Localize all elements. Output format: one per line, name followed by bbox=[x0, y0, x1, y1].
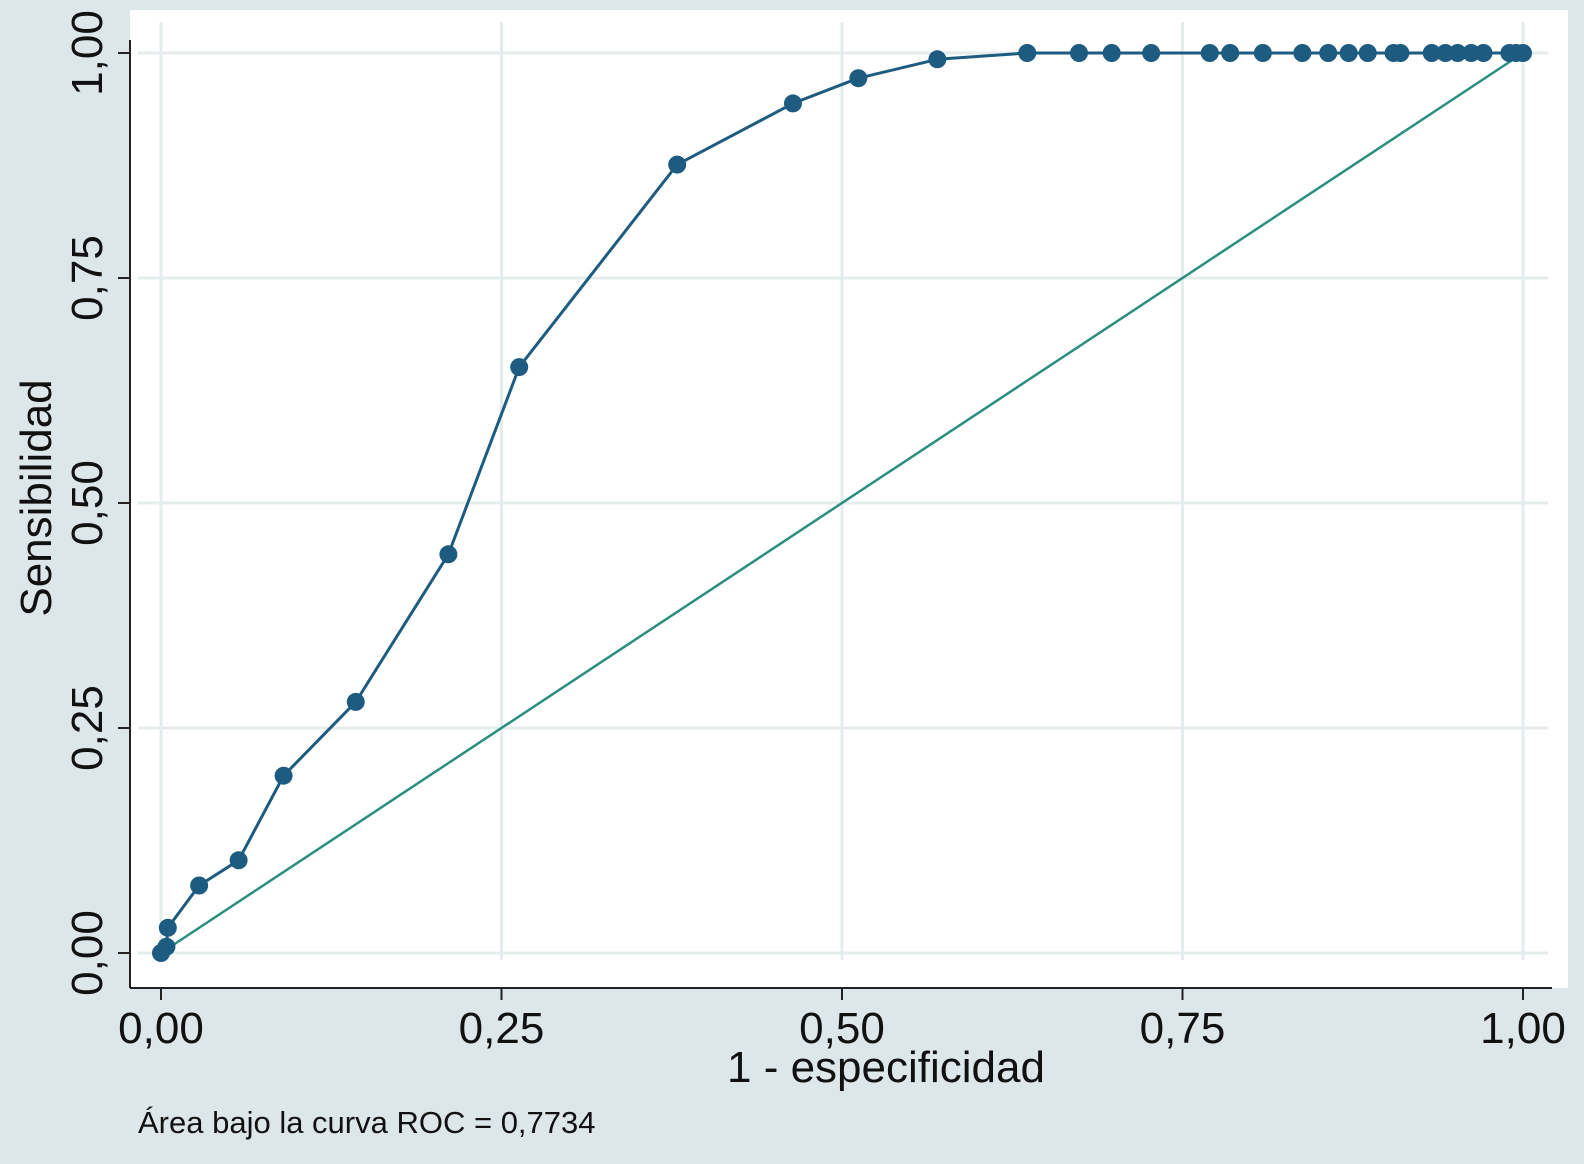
roc-point-26 bbox=[1422, 44, 1441, 62]
y-axis-title: Sensibilidad bbox=[12, 379, 61, 616]
roc-point-21 bbox=[1319, 44, 1338, 62]
roc-point-16 bbox=[1142, 44, 1161, 62]
reference-diagonal-line bbox=[160, 51, 1524, 955]
roc-point-6 bbox=[346, 692, 365, 711]
roc-point-12 bbox=[928, 50, 947, 69]
auc-annotation: Área bajo la curva ROC = 0,7734 bbox=[138, 1105, 596, 1140]
x-tick-label-3: 0,75 bbox=[1140, 1004, 1226, 1053]
roc-point-25 bbox=[1391, 44, 1410, 62]
roc-point-3 bbox=[190, 876, 209, 895]
y-tick-label-0: 0,00 bbox=[63, 910, 112, 996]
y-tick-label-2: 0,50 bbox=[63, 460, 112, 546]
roc-point-5 bbox=[274, 766, 293, 785]
y-tick-label-1: 0,25 bbox=[63, 685, 112, 771]
roc-point-11 bbox=[849, 69, 868, 88]
roc-point-13 bbox=[1018, 44, 1037, 62]
roc-point-17 bbox=[1200, 44, 1219, 62]
roc-point-19 bbox=[1253, 44, 1272, 62]
roc-point-1 bbox=[157, 937, 176, 956]
axes bbox=[118, 40, 1552, 1000]
roc-point-15 bbox=[1102, 44, 1121, 62]
y-tick-label-3: 0,75 bbox=[63, 235, 112, 321]
roc-point-7 bbox=[439, 545, 458, 564]
roc-point-14 bbox=[1069, 44, 1088, 62]
roc-point-9 bbox=[668, 155, 687, 174]
x-tick-label-4: 1,00 bbox=[1480, 1004, 1566, 1053]
x-tick-label-0: 0,00 bbox=[118, 1004, 204, 1053]
x-tick-label-1: 0,25 bbox=[459, 1004, 545, 1053]
roc-point-2 bbox=[158, 918, 177, 937]
roc-point-10 bbox=[783, 94, 802, 113]
tick-labels: 0,00 0,25 0,50 0,75 1,00 0,00 0,25 0,50 0,75 1,00 bbox=[63, 10, 1566, 1053]
roc-point-4 bbox=[229, 851, 248, 870]
roc-point-30 bbox=[1474, 44, 1493, 62]
roc-point-22 bbox=[1339, 44, 1358, 62]
roc-point-33 bbox=[1514, 44, 1532, 62]
roc-point-18 bbox=[1221, 44, 1240, 62]
x-tick-label-2: 0,50 bbox=[799, 1004, 885, 1053]
roc-point-23 bbox=[1358, 44, 1377, 62]
y-tick-label-4: 1,00 bbox=[63, 10, 112, 96]
x-axis-title: 1 - especificidad bbox=[727, 1043, 1045, 1092]
series-layer bbox=[152, 44, 1532, 962]
roc-point-28 bbox=[1448, 44, 1467, 62]
roc-point-8 bbox=[510, 358, 529, 377]
roc-point-20 bbox=[1293, 44, 1312, 62]
